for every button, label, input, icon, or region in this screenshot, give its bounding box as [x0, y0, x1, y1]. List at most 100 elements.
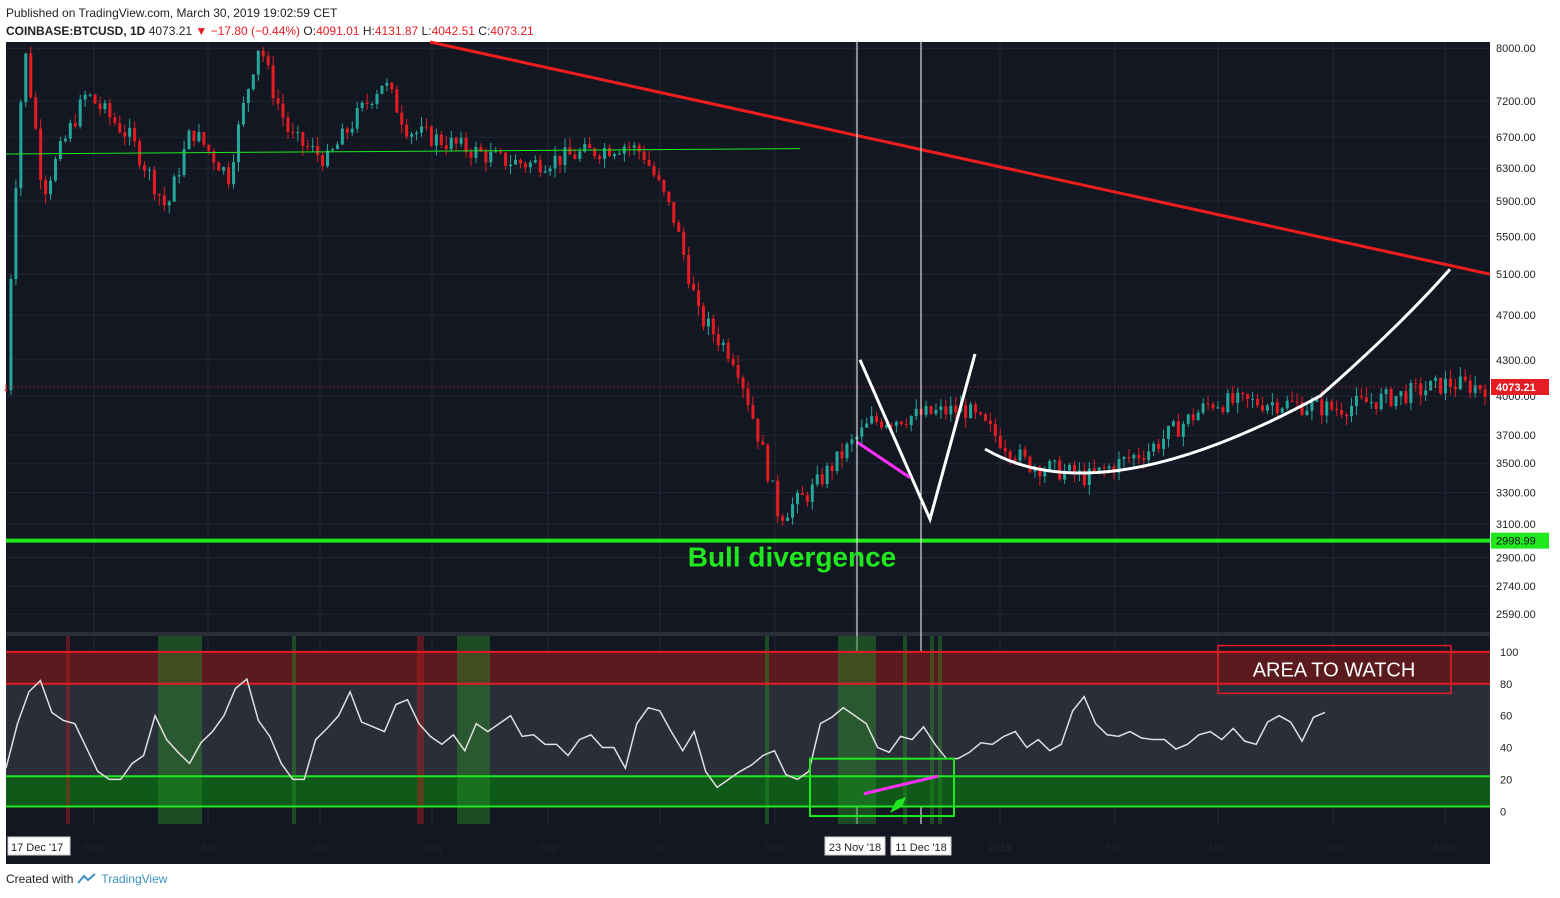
- candle-body: [1107, 466, 1111, 469]
- candle-body: [697, 290, 701, 306]
- down-arrow-icon: ▼: [195, 24, 208, 38]
- candle-body: [157, 194, 161, 196]
- candle-body: [1013, 458, 1017, 461]
- open-label: O:: [303, 24, 317, 38]
- candle-body: [459, 137, 463, 144]
- candle-body: [1003, 447, 1007, 452]
- candle-body: [509, 164, 513, 167]
- time-tick-label: 2019: [988, 842, 1012, 854]
- candle-body: [1270, 402, 1274, 406]
- rsi-tick-label: 40: [1500, 743, 1512, 755]
- candle-body: [1300, 402, 1304, 415]
- candle-body: [1478, 385, 1482, 390]
- rocket-icon: [890, 796, 906, 813]
- signal-highlight: [903, 636, 907, 824]
- candle-body: [375, 93, 379, 104]
- candle-body: [1181, 423, 1185, 437]
- candle-body: [1483, 389, 1487, 397]
- candle-body: [672, 202, 676, 223]
- signal-highlight: [292, 636, 296, 824]
- candle-body: [236, 124, 240, 163]
- candle-body: [687, 254, 691, 284]
- candle-body: [410, 134, 414, 137]
- candle-body: [1364, 397, 1368, 403]
- candle-body: [875, 416, 879, 422]
- candle-body: [543, 171, 547, 173]
- open-value: 4091.01: [316, 24, 360, 38]
- candle-body: [899, 421, 903, 425]
- candle-body: [167, 201, 171, 206]
- candle-body: [1290, 400, 1294, 402]
- candle-body: [1320, 399, 1324, 416]
- candle-body: [316, 145, 320, 156]
- candle-body: [415, 132, 419, 135]
- candle-body: [93, 94, 97, 104]
- candle-body: [692, 283, 696, 291]
- candle-body: [1102, 467, 1106, 469]
- candle-body: [711, 318, 715, 335]
- candle-body: [420, 126, 424, 133]
- candle-body: [113, 117, 117, 124]
- candle-body: [880, 421, 884, 428]
- candle-body: [523, 163, 527, 168]
- date-label-box: [824, 836, 886, 856]
- candle-body: [1196, 412, 1200, 421]
- candle-body: [1369, 402, 1373, 404]
- created-with-text: Created with: [6, 872, 74, 886]
- candle-body: [281, 103, 285, 118]
- candle-body: [49, 180, 53, 195]
- candle-body: [850, 439, 854, 444]
- candle-body: [1384, 389, 1388, 394]
- candle-body: [83, 94, 87, 100]
- candle-body: [1206, 403, 1210, 405]
- rsi-neutral-zone: [6, 683, 1490, 780]
- candle-body: [583, 144, 587, 152]
- time-tick-label: May: [1435, 842, 1456, 854]
- time-tick-label: Aug: [422, 842, 442, 854]
- candle-body: [1315, 399, 1319, 402]
- candle-body: [1354, 395, 1358, 406]
- candle-body: [58, 141, 62, 160]
- candle-body: [1458, 376, 1462, 390]
- candle-body: [1280, 408, 1284, 413]
- candle-body: [449, 137, 453, 150]
- candle-body: [133, 127, 137, 142]
- published-text: Published on TradingView.com, March 30, …: [6, 6, 338, 20]
- candle-body: [652, 165, 656, 176]
- candle-body: [865, 423, 869, 428]
- tradingview-logo-icon: [77, 873, 97, 884]
- candle-body: [227, 167, 231, 185]
- candle-body: [766, 444, 770, 481]
- time-tick-label: Nov: [765, 842, 785, 854]
- candle-body: [978, 412, 982, 415]
- candle-body: [1310, 401, 1314, 411]
- candle-body: [128, 127, 132, 137]
- rounded-bottom-curve: [984, 268, 1452, 475]
- price-tick-label: 6300.00: [1496, 163, 1536, 175]
- price-tick-label: 4700.00: [1496, 310, 1536, 322]
- date-label-box: [7, 836, 71, 856]
- candle-body: [4, 389, 8, 391]
- candle-body: [1053, 460, 1057, 462]
- candle-body: [29, 53, 33, 98]
- rsi-tick-label: 80: [1500, 679, 1512, 691]
- candle-body: [108, 103, 112, 118]
- candle-body: [1345, 414, 1349, 417]
- downtrend-line: [429, 40, 1491, 276]
- candle-body: [1231, 393, 1235, 403]
- candle-body: [246, 89, 250, 103]
- candle-body: [518, 159, 522, 164]
- candle-body: [514, 159, 518, 165]
- time-tick-label: Feb: [1106, 842, 1125, 854]
- close-value: 4073.21: [490, 24, 534, 38]
- candle-body: [1072, 464, 1076, 475]
- candle-body: [494, 151, 498, 153]
- tradingview-link[interactable]: TradingView: [101, 872, 168, 886]
- candle-body: [593, 148, 597, 157]
- price-chart[interactable]: Bull divergence AREA TO WATCH 8000.00 720…: [0, 40, 1560, 870]
- candle-body: [969, 404, 973, 419]
- candle-body: [1191, 414, 1195, 421]
- candle-body: [889, 424, 893, 426]
- date-label-box: [890, 836, 952, 856]
- candle-body: [1394, 396, 1398, 407]
